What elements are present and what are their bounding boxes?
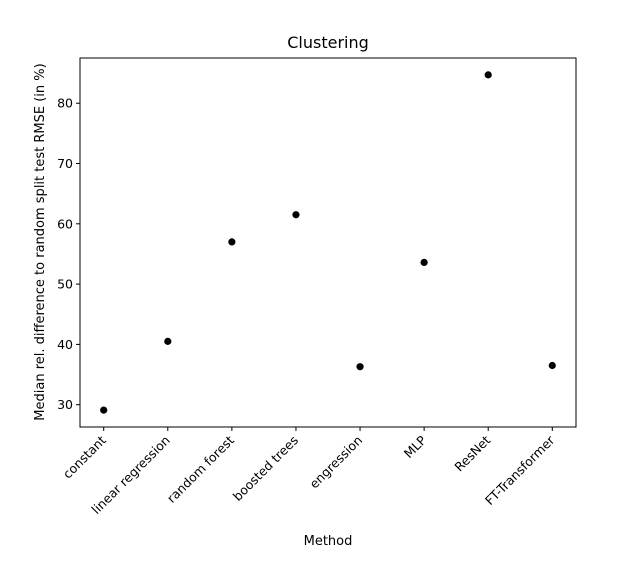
data-points — [100, 71, 556, 414]
data-point — [484, 71, 492, 79]
data-point — [164, 337, 172, 345]
plot-area — [79, 57, 577, 428]
data-point — [420, 258, 428, 266]
y-axis: 30 40 50 60 70 80 — [57, 96, 80, 412]
y-tick-label: 80 — [57, 96, 73, 111]
y-tick-label: 60 — [57, 216, 73, 231]
x-tick-label: MLP — [401, 432, 430, 461]
data-point — [228, 238, 236, 246]
y-tick-label: 40 — [57, 337, 73, 352]
x-tick-label: engression — [306, 433, 365, 492]
x-tick-label: constant — [60, 432, 109, 481]
plot-frame — [79, 57, 577, 428]
x-tick-label: boosted trees — [230, 433, 301, 504]
data-point — [548, 361, 556, 370]
x-tick-label: FT-Transformer — [482, 432, 558, 508]
chart-title: Clustering — [287, 33, 369, 52]
x-tick-label: ResNet — [451, 432, 493, 474]
data-point — [100, 406, 108, 414]
x-axis-label: Method — [304, 534, 353, 549]
data-point — [356, 363, 364, 371]
y-tick-label: 50 — [57, 277, 73, 292]
data-point — [292, 211, 300, 219]
x-tick-label: random forest — [164, 432, 237, 505]
y-tick-label: 70 — [57, 156, 73, 171]
y-tick-label: 30 — [57, 397, 73, 412]
y-axis-label: Median rel. difference to random split t… — [33, 63, 48, 420]
